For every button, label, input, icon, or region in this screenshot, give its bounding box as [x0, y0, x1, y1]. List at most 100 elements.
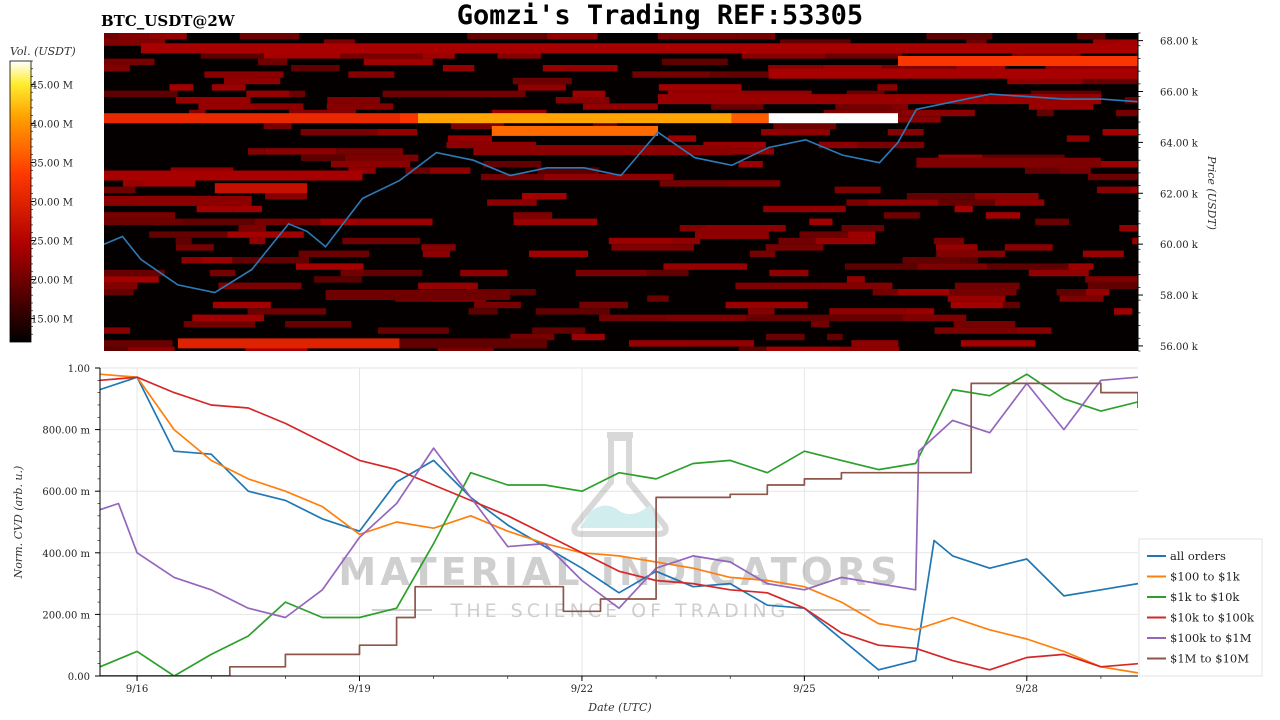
heatmap-cell	[949, 289, 1017, 296]
legend-entry: all orders	[1170, 549, 1226, 563]
heatmap-cell	[985, 212, 1021, 219]
heatmap-cell	[950, 301, 1003, 309]
heatmap-cell	[926, 33, 993, 40]
heatmap-cell	[877, 84, 897, 91]
heatmap-cell	[1082, 250, 1124, 257]
heatmap-cell	[974, 193, 1039, 200]
watermark-subtitle: THE SCIENCE OF TRADING	[450, 600, 790, 622]
legend-entry: $1k to $10k	[1170, 590, 1240, 604]
heatmap-cell	[340, 269, 364, 277]
heatmap-cell	[264, 148, 337, 155]
legend: all orders $100 to $1k $1k to $10k $10k to …	[1138, 538, 1263, 677]
heatmap-cell	[936, 250, 1006, 257]
colorbar-tick-label: 20.00 M	[31, 276, 73, 287]
heatmap-cell	[296, 263, 364, 270]
heatmap-cell	[710, 71, 774, 78]
heatmap-cell	[947, 295, 1006, 302]
chart-title: Gomzi's Trading REF:53305	[457, 0, 863, 31]
heatmap-cell	[934, 327, 1017, 334]
heatmap-cell	[421, 244, 456, 251]
heatmap-cell	[532, 327, 586, 334]
price-tick-label: 60.00 k	[1160, 240, 1199, 251]
cvd-y-tick-label: 200.00 m	[42, 610, 90, 621]
heatmap-cell	[480, 173, 544, 181]
heatmap-cell	[672, 237, 701, 245]
heatmap-cell	[529, 250, 588, 257]
heatmap-band	[399, 338, 548, 349]
heatmap-band	[417, 113, 732, 124]
heatmap-cell	[868, 199, 939, 206]
heatmap-cell	[204, 71, 284, 78]
heatmap-band	[491, 125, 658, 136]
heatmap-cell	[265, 193, 307, 200]
heatmap-cell	[543, 173, 607, 181]
heatmap-cell	[834, 186, 881, 193]
cvd-axes: 0.00 200.00 m 400.00 m 600.00 m 800.00 m 1.00…	[42, 364, 1138, 695]
heatmap-cell	[765, 244, 824, 251]
heatmap-cell	[189, 109, 206, 117]
heatmap-cell	[809, 218, 833, 225]
heatmap-cell	[738, 161, 763, 168]
heatmap-band	[399, 113, 418, 124]
heatmap-cell	[467, 33, 547, 40]
cvd-y-tick-label: 800.00 m	[42, 426, 90, 437]
heatmap-cell	[1066, 135, 1090, 142]
heatmap-cell	[377, 327, 449, 334]
heatmap-cell	[749, 250, 776, 257]
heatmap-cell	[860, 116, 941, 123]
heatmap-cell	[668, 135, 696, 142]
heatmap-cell	[761, 129, 830, 136]
heatmap-cell	[1007, 77, 1083, 85]
heatmap-cell	[300, 129, 378, 136]
cvd-y-tick-label: 600.00 m	[42, 487, 90, 498]
heatmap-cell	[513, 212, 553, 219]
cvd-plot-area	[100, 368, 1138, 676]
heatmap-cell	[175, 237, 192, 245]
heatmap-cell	[450, 122, 504, 129]
price-tick-label: 62.00 k	[1160, 189, 1199, 200]
heatmap-cell	[829, 314, 903, 321]
heatmap-cell	[960, 257, 978, 264]
heatmap-band	[657, 94, 1101, 105]
heatmap-cell	[1119, 225, 1138, 232]
heatmap-cell	[711, 103, 764, 110]
heatmap-cell	[647, 295, 669, 302]
heatmap-band	[325, 290, 511, 300]
heatmap-cell	[841, 225, 885, 232]
heatmap-cell	[611, 244, 694, 251]
heatmap-cell	[575, 269, 648, 277]
heatmap-cell	[846, 199, 868, 206]
heatmap-cell	[823, 109, 902, 117]
heatmap-cell	[104, 65, 130, 72]
heatmap-cell	[522, 193, 567, 200]
colorbar-tick-label: 35.00 M	[31, 158, 73, 169]
heatmap-cell	[917, 263, 988, 270]
heatmap-cell	[209, 269, 236, 277]
heatmap-cell	[572, 90, 606, 97]
heatmap-cell	[835, 103, 891, 110]
colorbar: Vol. (USDT) 15.00 M 20.00 M 25.00 M 30.00 M…	[9, 45, 76, 343]
heatmap-cell	[938, 199, 995, 206]
heatmap-cell	[884, 212, 920, 219]
legend-entry: $100 to $1k	[1170, 570, 1241, 584]
heatmap-cell	[629, 340, 691, 347]
cvd-panel: MATERIAL INDICATORS THE SCIENCE OF TRADI…	[12, 364, 1263, 714]
heatmap-cell	[104, 340, 173, 347]
heatmap-cell	[829, 308, 905, 315]
heatmap-cell	[245, 346, 308, 351]
heatmap-cell	[1077, 33, 1106, 40]
heatmap-cell	[313, 276, 362, 283]
heatmap-cell	[546, 33, 598, 40]
flask-icon	[571, 432, 669, 537]
heatmap-cell	[363, 58, 433, 65]
heatmap-cell	[1102, 129, 1138, 136]
heatmap-cell	[418, 282, 478, 289]
heatmap-cell	[512, 77, 572, 85]
heatmap-cell	[202, 257, 233, 264]
heatmap-cell	[679, 225, 706, 232]
heatmap-cell	[227, 231, 304, 238]
heatmap-band	[768, 113, 898, 124]
heatmap-cell	[763, 205, 846, 213]
heatmap-cell	[1087, 282, 1138, 289]
